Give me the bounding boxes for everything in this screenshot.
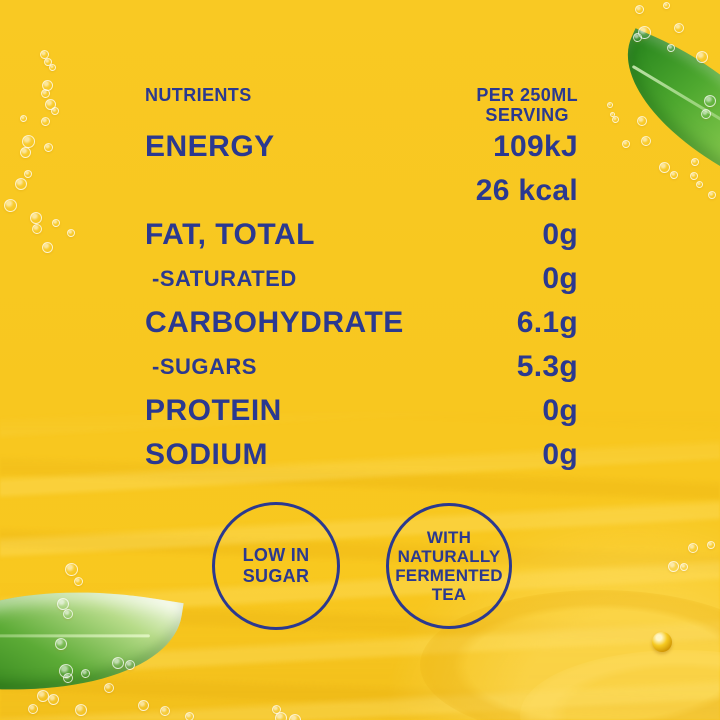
serving-header-line2: SERVING bbox=[485, 105, 569, 125]
nutrient-row: SODIUM 0g bbox=[145, 433, 578, 477]
bubble-decoration bbox=[707, 541, 715, 549]
nutrient-label: SODIUM bbox=[145, 438, 268, 471]
nutrient-label: FAT, TOTAL bbox=[145, 218, 315, 251]
bubble-decoration bbox=[74, 577, 83, 586]
badge-text-line: SUGAR bbox=[242, 566, 310, 586]
bubble-decoration bbox=[45, 99, 56, 110]
bubble-decoration bbox=[55, 638, 67, 650]
bubble-decoration bbox=[622, 140, 630, 148]
bubble-decoration bbox=[663, 2, 670, 9]
bubble-decoration bbox=[48, 694, 59, 705]
bubble-decoration bbox=[52, 219, 60, 227]
nutrient-row: PROTEIN 0g bbox=[145, 389, 578, 433]
badge-fermented-tea: WITH NATURALLY FERMENTED TEA bbox=[386, 503, 512, 629]
bubble-decoration bbox=[75, 704, 87, 716]
bubble-decoration bbox=[81, 669, 90, 678]
bubble-decoration bbox=[28, 704, 38, 714]
bubble-decoration bbox=[691, 158, 699, 166]
nutrient-label: CARBOHYDRATE bbox=[145, 306, 404, 339]
badge-text-line: LOW IN bbox=[242, 545, 310, 566]
bubble-decoration bbox=[30, 212, 42, 224]
nutrient-value: 0g bbox=[542, 438, 578, 471]
nutrient-value: 6.1g bbox=[516, 306, 578, 339]
nutrient-label: PROTEIN bbox=[145, 394, 282, 427]
bubble-decoration bbox=[125, 660, 135, 670]
bubble-decoration bbox=[63, 609, 73, 619]
nutrient-value: 26 kcal bbox=[475, 174, 578, 207]
nutrient-row: CARBOHYDRATE 6.1g bbox=[145, 301, 578, 345]
bubble-decoration bbox=[112, 657, 124, 669]
bubble-decoration bbox=[696, 51, 708, 63]
bubble-decoration bbox=[15, 178, 27, 190]
bubble-decoration bbox=[633, 33, 642, 42]
bubble-decoration bbox=[612, 116, 619, 123]
bubble-decoration bbox=[275, 712, 287, 720]
bubble-decoration bbox=[24, 170, 32, 178]
nutrient-label: -SUGARS bbox=[152, 354, 257, 379]
bubble-decoration bbox=[670, 171, 678, 179]
nutrient-row: ENERGY 109kJ bbox=[145, 125, 578, 169]
bubble-decoration bbox=[57, 598, 69, 610]
badge-text-line: FERMENTED bbox=[395, 566, 503, 585]
nutrient-rows: ENERGY 109kJ 26 kcal FAT, TOTAL 0g -SATURATED… bbox=[145, 125, 578, 477]
bubble-decoration bbox=[701, 109, 711, 119]
bubble-decoration bbox=[41, 89, 50, 98]
bubble-decoration bbox=[641, 136, 651, 146]
nutrition-table: NUTRIENTS PER 250ML SERVING ENERGY 109kJ 2… bbox=[145, 85, 578, 477]
bubble-decoration bbox=[42, 242, 53, 253]
serving-header-line1: PER 250ML bbox=[476, 85, 578, 105]
badge-text-line: WITH bbox=[426, 527, 472, 547]
nutrient-row: FAT, TOTAL 0g bbox=[145, 213, 578, 257]
bubble-decoration bbox=[680, 563, 688, 571]
bubble-decoration bbox=[708, 191, 716, 199]
bubble-decoration bbox=[44, 143, 53, 152]
nutrient-value: 5.3g bbox=[516, 350, 578, 383]
bubble-decoration bbox=[104, 683, 114, 693]
bubble-decoration bbox=[690, 172, 698, 180]
bubble-decoration bbox=[63, 673, 73, 683]
bubble-decoration bbox=[607, 102, 613, 108]
nutrient-value: 0g bbox=[542, 218, 578, 251]
nutrient-row: -SATURATED 0g bbox=[145, 257, 578, 301]
bubble-decoration bbox=[41, 117, 50, 126]
badge-low-in-sugar: LOW IN SUGAR bbox=[212, 502, 340, 630]
nutrient-value: 0g bbox=[542, 262, 578, 295]
bubble-decoration bbox=[44, 58, 52, 66]
badge-text-line: TEA bbox=[431, 585, 467, 605]
nutrient-label: ENERGY bbox=[145, 130, 275, 163]
badge-text-line: NATURALLY bbox=[397, 546, 501, 566]
nutrient-value: 0g bbox=[542, 394, 578, 427]
bubble-decoration bbox=[637, 116, 647, 126]
bubble-decoration bbox=[635, 5, 644, 14]
bubble-decoration bbox=[185, 712, 194, 720]
bubble-decoration bbox=[138, 700, 149, 711]
bubble-decoration bbox=[20, 147, 31, 158]
bubble-decoration bbox=[674, 23, 684, 33]
bubble-decoration bbox=[20, 115, 27, 122]
bubble-decoration bbox=[668, 561, 679, 572]
bubble-decoration bbox=[659, 162, 670, 173]
bubble-decoration bbox=[65, 563, 78, 576]
bubble-decoration bbox=[289, 714, 301, 720]
serving-column-header: PER 250ML SERVING bbox=[476, 85, 578, 125]
nutrient-value: 109kJ bbox=[493, 130, 578, 163]
bubble-decoration bbox=[51, 107, 59, 115]
table-header: NUTRIENTS PER 250ML SERVING bbox=[145, 85, 578, 125]
bubble-decoration bbox=[67, 229, 75, 237]
bubble-decoration bbox=[4, 199, 17, 212]
bubble-decoration bbox=[704, 95, 716, 107]
nutrients-column-header: NUTRIENTS bbox=[145, 85, 252, 105]
bubble-decoration bbox=[688, 543, 698, 553]
nutrient-label: -SATURATED bbox=[152, 266, 297, 291]
bubble-decoration bbox=[160, 706, 170, 716]
bubble-decoration bbox=[49, 64, 56, 71]
nutrient-row: -SUGARS 5.3g bbox=[145, 345, 578, 389]
bubble-decoration bbox=[696, 181, 703, 188]
bubble-decoration bbox=[667, 44, 675, 52]
bubble-decoration bbox=[32, 224, 42, 234]
gold-droplet-decoration bbox=[652, 632, 672, 652]
nutrient-row: 26 kcal bbox=[145, 169, 578, 213]
